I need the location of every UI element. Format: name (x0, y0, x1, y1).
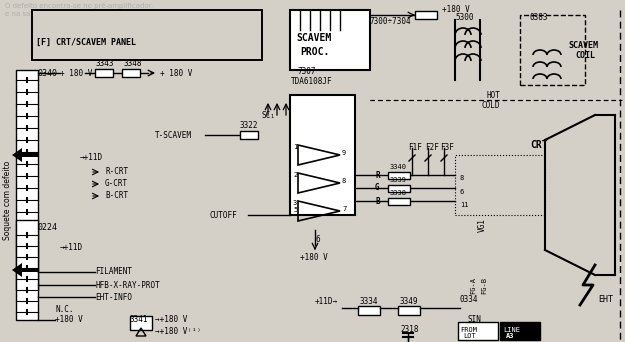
Text: +180 V: +180 V (442, 5, 470, 14)
Text: SCAVEM: SCAVEM (296, 33, 331, 43)
Text: 3338: 3338 (390, 190, 407, 196)
Text: 0334: 0334 (460, 295, 479, 304)
Bar (290, 95, 355, 215)
Text: e na saída do amplificador. Como: e na saída do amplificador. Como (5, 11, 121, 17)
Text: 5: 5 (293, 207, 298, 213)
Text: A3: A3 (506, 333, 514, 339)
Bar (122, 69, 140, 77)
Bar (290, 10, 370, 70)
Text: 3343: 3343 (96, 58, 114, 67)
Text: 2318: 2318 (400, 326, 419, 334)
Text: EHT: EHT (598, 295, 613, 304)
Text: O defeito encontra-se no pré-amplificador.: O defeito encontra-se no pré-amplificado… (5, 2, 153, 9)
Text: 3322: 3322 (240, 120, 259, 130)
Text: T-SCAVEM: T-SCAVEM (155, 131, 192, 140)
Text: FG-B: FG-B (481, 276, 487, 293)
Text: Soquete com defeito: Soquete com defeito (4, 160, 12, 240)
Text: LINE: LINE (503, 327, 520, 333)
Text: →+180 V⁽¹⁾: →+180 V⁽¹⁾ (155, 328, 201, 337)
Text: 8: 8 (460, 175, 464, 181)
Bar (388, 184, 410, 192)
Text: B-CRT: B-CRT (105, 192, 128, 200)
Text: 6: 6 (460, 189, 464, 195)
Text: R-CRT: R-CRT (105, 168, 128, 176)
Text: 5300: 5300 (455, 13, 474, 23)
Text: SCAVEM: SCAVEM (568, 40, 598, 50)
Text: G-CRT: G-CRT (105, 180, 128, 188)
Bar (16, 220, 38, 320)
Bar (458, 322, 498, 340)
Text: 3339: 3339 (390, 177, 407, 183)
Text: 0340: 0340 (38, 68, 58, 78)
Text: 7307: 7307 (297, 67, 316, 77)
Text: PROC.: PROC. (300, 47, 329, 57)
Text: COLD: COLD (481, 101, 500, 109)
Bar (520, 15, 585, 85)
Bar (388, 171, 410, 179)
Text: B: B (375, 197, 379, 206)
Text: G: G (375, 184, 379, 193)
Bar (398, 306, 420, 315)
Text: 3341: 3341 (130, 316, 149, 325)
Text: +180 V: +180 V (55, 316, 82, 325)
Text: 7: 7 (342, 206, 346, 212)
Text: F3F: F3F (440, 144, 454, 153)
Text: →+11D: →+11D (60, 242, 83, 251)
Bar (358, 306, 380, 315)
Text: 1: 1 (293, 144, 298, 150)
Text: [F] CRT/SCAVEM PANEL: [F] CRT/SCAVEM PANEL (36, 38, 136, 47)
Polygon shape (12, 148, 38, 162)
Bar (415, 11, 437, 19)
Text: →+180 V: →+180 V (155, 316, 188, 325)
Text: 3: 3 (293, 200, 298, 206)
Text: SC₁: SC₁ (262, 110, 276, 119)
Text: N.C.: N.C. (55, 304, 74, 314)
Text: HFB-X-RAY-PROT: HFB-X-RAY-PROT (95, 280, 160, 289)
Text: 7300÷7304: 7300÷7304 (370, 17, 412, 26)
Text: 8: 8 (342, 178, 346, 184)
Text: CRT: CRT (530, 140, 548, 150)
Bar (455, 155, 545, 215)
Text: 9: 9 (342, 150, 346, 156)
Bar (130, 316, 152, 330)
Text: 0224: 0224 (38, 224, 58, 233)
Bar (95, 69, 113, 77)
Text: 0383: 0383 (530, 13, 549, 23)
Text: COIL: COIL (575, 51, 595, 60)
Text: FG-A: FG-A (470, 276, 476, 293)
Text: 3348: 3348 (123, 58, 141, 67)
Text: R: R (375, 171, 379, 180)
Text: VG1: VG1 (478, 218, 487, 232)
Text: +180 V: +180 V (300, 253, 328, 263)
Text: SIN: SIN (468, 316, 482, 325)
Text: EHT-INFO: EHT-INFO (95, 292, 132, 302)
Text: FROM: FROM (460, 327, 477, 333)
Text: LOT: LOT (463, 333, 476, 339)
Text: 11: 11 (460, 202, 469, 208)
Bar (16, 70, 38, 290)
Text: + 180 V: + 180 V (60, 68, 92, 78)
Bar (32, 10, 262, 60)
Text: 2: 2 (293, 172, 298, 178)
Text: 3340: 3340 (390, 164, 407, 170)
Text: HOT: HOT (486, 91, 500, 100)
Text: FILAMENT: FILAMENT (95, 267, 132, 276)
Text: 3334: 3334 (360, 298, 379, 306)
Text: TDA6108JF: TDA6108JF (291, 78, 332, 87)
Polygon shape (12, 263, 38, 277)
Text: B.Y.A.R.: B.Y.A.R. (294, 185, 336, 195)
Text: +11D→: +11D→ (315, 298, 338, 306)
Text: F1F: F1F (408, 144, 422, 153)
Text: + 180 V: + 180 V (160, 68, 192, 78)
Text: CUTOFF: CUTOFF (210, 210, 238, 220)
Bar (32, 10, 262, 60)
Text: 6: 6 (315, 236, 319, 245)
Bar (240, 131, 258, 139)
Bar (388, 197, 410, 205)
Text: F2F: F2F (425, 144, 439, 153)
Text: →+11D: →+11D (80, 154, 103, 162)
Text: 3349: 3349 (400, 298, 419, 306)
Bar (500, 322, 540, 340)
